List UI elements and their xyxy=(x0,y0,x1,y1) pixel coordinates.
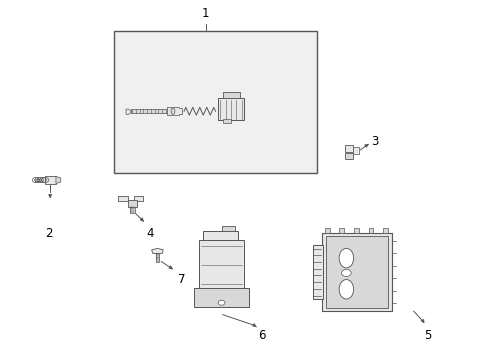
Bar xyxy=(131,109,167,113)
Bar xyxy=(324,228,329,233)
Text: 7: 7 xyxy=(178,273,185,286)
Polygon shape xyxy=(35,179,41,181)
Bar xyxy=(312,245,322,300)
Bar xyxy=(339,228,344,233)
Polygon shape xyxy=(134,196,142,201)
Bar xyxy=(45,176,56,184)
Bar xyxy=(218,99,244,120)
Bar xyxy=(353,228,358,233)
Bar xyxy=(352,147,358,154)
Ellipse shape xyxy=(339,248,353,268)
Circle shape xyxy=(218,300,224,305)
Bar xyxy=(321,233,391,311)
Ellipse shape xyxy=(339,280,353,299)
Text: 2: 2 xyxy=(45,227,52,240)
Text: 6: 6 xyxy=(257,329,264,342)
Bar xyxy=(198,240,244,290)
Bar xyxy=(127,200,137,207)
Polygon shape xyxy=(118,196,128,201)
Text: 3: 3 xyxy=(370,135,378,148)
Polygon shape xyxy=(126,109,131,114)
Bar xyxy=(223,119,231,123)
Text: 1: 1 xyxy=(202,7,209,20)
Bar xyxy=(155,253,159,261)
Bar xyxy=(193,288,249,307)
Bar xyxy=(114,31,316,173)
Text: 5: 5 xyxy=(424,329,431,342)
Ellipse shape xyxy=(171,108,175,114)
Polygon shape xyxy=(167,107,181,116)
Bar xyxy=(344,153,352,159)
Bar xyxy=(221,226,235,231)
Circle shape xyxy=(341,269,350,276)
Text: 4: 4 xyxy=(146,227,154,240)
Bar xyxy=(223,92,239,99)
Polygon shape xyxy=(151,248,163,253)
Bar xyxy=(203,231,237,240)
Polygon shape xyxy=(56,176,61,184)
Bar xyxy=(344,145,352,152)
Bar xyxy=(325,236,387,308)
Bar xyxy=(130,206,135,213)
Bar xyxy=(368,228,373,233)
Bar xyxy=(383,228,387,233)
